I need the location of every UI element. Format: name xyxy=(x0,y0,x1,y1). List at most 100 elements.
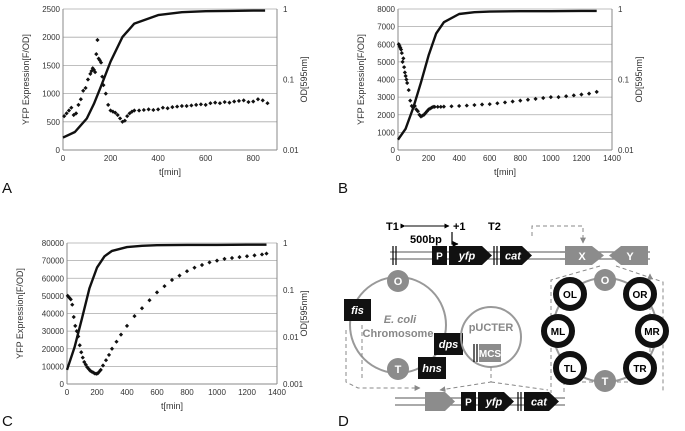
yfp-data-point xyxy=(78,97,83,102)
yfp-data-point xyxy=(213,100,218,105)
svg-text:MR: MR xyxy=(644,327,660,338)
svg-text:OR: OR xyxy=(633,290,649,301)
y2-tick-label: 0.1 xyxy=(283,286,295,295)
yfp-data-point xyxy=(251,99,256,104)
yfp-data-point xyxy=(83,362,88,367)
yfp-data-point xyxy=(415,109,420,114)
svg-text:TL: TL xyxy=(564,364,576,375)
pucter-label: pUCTER xyxy=(469,322,514,334)
yfp-data-point xyxy=(401,56,406,61)
origin-o-locus xyxy=(594,269,616,291)
yfp-data-point xyxy=(165,106,170,111)
y2-tick-label: 0.001 xyxy=(283,380,304,389)
y2-axis-label: OD[595nm] xyxy=(299,56,309,102)
svg-text:T: T xyxy=(395,364,402,376)
yfp-data-point xyxy=(214,258,220,263)
yfp-data-point xyxy=(170,105,175,110)
yfp-data-point xyxy=(132,108,137,113)
yfp-data-point xyxy=(122,118,127,123)
yfp-data-point xyxy=(71,314,76,320)
yfp-data-point xyxy=(424,109,430,114)
ecoli-label: E. coli xyxy=(384,314,417,326)
yfp-data-point xyxy=(103,358,109,363)
dps-box xyxy=(434,333,463,355)
yfp-data-point xyxy=(192,265,197,270)
yfp-data-point xyxy=(86,366,91,372)
yfp-data-point xyxy=(457,103,462,109)
x-tick-label: 0 xyxy=(61,154,66,163)
yfp-data-point xyxy=(487,102,492,107)
y-tick-label: 20000 xyxy=(42,345,65,354)
yfp-data-point xyxy=(169,277,175,283)
yfp-data-point xyxy=(229,255,235,261)
yfp-data-point xyxy=(464,103,469,108)
y-tick-label: 6000 xyxy=(377,40,395,49)
mr-site: MR xyxy=(635,314,669,348)
yfp-data-point xyxy=(124,323,130,328)
y-tick-label: 500 xyxy=(47,118,61,127)
yfp-data-point xyxy=(199,262,205,268)
od-series-line xyxy=(62,9,266,139)
y-tick-label: 50000 xyxy=(42,292,65,301)
yfp-data-point xyxy=(156,107,161,112)
y2-tick-label: 0.01 xyxy=(283,333,299,342)
y2-tick-label: 1 xyxy=(283,5,288,14)
svg-text:O: O xyxy=(601,275,610,287)
yfp-data-point xyxy=(556,95,561,100)
yfp-data-point xyxy=(93,70,98,75)
yfp-data-point xyxy=(586,91,592,96)
yfp-data-point xyxy=(125,114,130,119)
yfp-data-point xyxy=(109,346,115,351)
y-tick-label: 1500 xyxy=(42,61,60,70)
yfp-data-point xyxy=(66,108,72,113)
x-tick-label: 600 xyxy=(199,154,213,163)
y-tick-label: 8000 xyxy=(377,5,395,14)
yfp-data-point xyxy=(103,91,108,96)
svg-text:yfp: yfp xyxy=(485,397,503,409)
yfp-data-point xyxy=(162,284,167,289)
diagram-panel-d: T1 +1 500bp T2 P yfp cat O T E. coli Chr… xyxy=(344,221,669,411)
yfp-data-point xyxy=(217,101,223,106)
yfp-data-point xyxy=(73,323,78,328)
yfp-data-point xyxy=(255,97,261,102)
svg-text:dps: dps xyxy=(439,339,459,351)
yfp-data-point xyxy=(203,102,208,107)
mcs-box xyxy=(479,344,501,362)
panel-label-d: D xyxy=(338,413,349,430)
yfp-data-point xyxy=(73,111,79,116)
x-tick-label: 1400 xyxy=(268,388,286,397)
yfp-data-point xyxy=(139,306,145,311)
yfp-data-point xyxy=(244,254,250,259)
x-tick-label: 200 xyxy=(422,154,436,163)
y-tick-label: 40000 xyxy=(42,310,65,319)
yfp-data-point xyxy=(106,352,112,358)
svg-text:fis: fis xyxy=(351,305,364,317)
svg-text:hns: hns xyxy=(422,363,442,375)
yfp-data-point xyxy=(579,92,584,97)
yfp-data-point xyxy=(241,98,246,103)
yfp-data-point xyxy=(70,302,75,307)
yfp-data-point xyxy=(227,100,232,105)
yfp-data-point xyxy=(114,339,119,344)
y2-axis-label: OD[595nm] xyxy=(299,290,309,336)
yfp-data-point xyxy=(115,112,120,118)
x-tick-label: 600 xyxy=(483,154,497,163)
y-tick-label: 4000 xyxy=(377,76,395,85)
y-tick-label: 5000 xyxy=(377,58,395,67)
yfp-data-point xyxy=(232,99,237,104)
yfp-data-point xyxy=(400,59,405,64)
svg-text:P: P xyxy=(465,398,472,409)
yfp-data-point xyxy=(594,89,599,94)
yfp-data-point xyxy=(154,290,160,295)
yfp-data-point xyxy=(222,99,227,105)
yfp-data-point xyxy=(406,87,411,93)
yfp-data-point xyxy=(404,77,409,82)
insert-arrow xyxy=(425,392,455,411)
yfp-data-point xyxy=(264,251,269,256)
cat-gene xyxy=(500,246,532,265)
yfp-data-point xyxy=(98,367,103,372)
yfp-data-point xyxy=(147,298,152,303)
yfp-data-point xyxy=(117,116,123,121)
x-tick-label: 800 xyxy=(247,154,261,163)
